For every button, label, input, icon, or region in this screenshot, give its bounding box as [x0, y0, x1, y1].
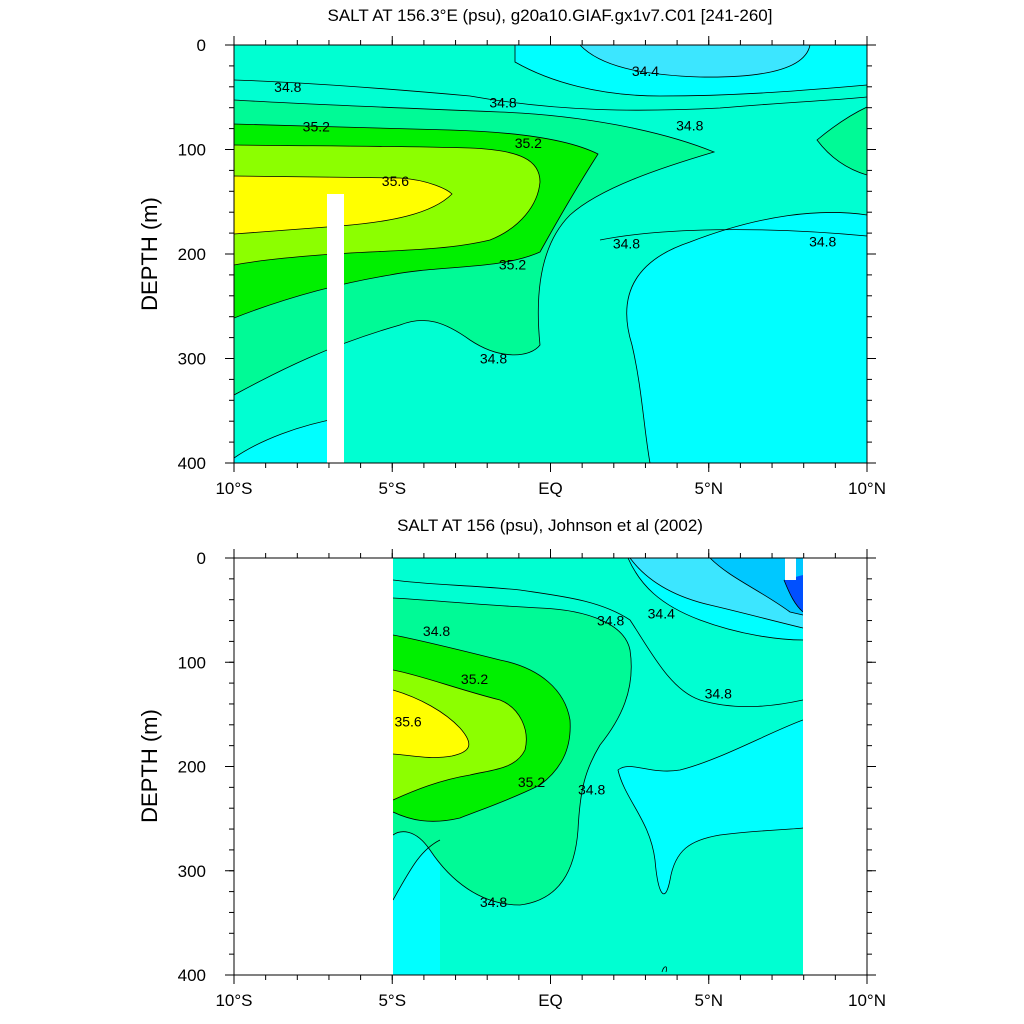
- contour-label: 34.8: [489, 94, 516, 110]
- contour-label: 35.6: [394, 714, 421, 730]
- x-tick-label: 10°N: [848, 479, 886, 498]
- contour-34.8-top-lower: [599, 229, 867, 241]
- field-35.0-top-east: [817, 107, 867, 175]
- field-34.6-top-deep: [626, 212, 867, 463]
- contour-label: 34.8: [578, 781, 605, 797]
- contour-34.8-top-upper: [234, 79, 867, 111]
- contour-label: 34.8: [597, 613, 624, 629]
- panel-top: SALT AT 156.3°E (psu), g20a10.GIAF.gx1v7…: [137, 6, 886, 498]
- x-tick-label: 5°S: [378, 991, 406, 1010]
- axis-ticks-top: 10°S 5°S EQ 5°N 10°N 0 100 200 300 400: [178, 36, 886, 498]
- contour-label: 34.8: [423, 623, 450, 639]
- y-axis-label-bottom: DEPTH (m): [137, 709, 162, 823]
- contour-34.6-bot: [627, 558, 803, 641]
- contour-label: 34.4: [648, 605, 675, 621]
- y-axis-label-top: DEPTH (m): [137, 197, 162, 311]
- y-tick-label: 200: [178, 245, 206, 264]
- y-tick-label: 400: [178, 454, 206, 473]
- field-34.4-top: [580, 45, 810, 78]
- x-tick-label: 10°S: [215, 991, 252, 1010]
- x-tick-label: 5°N: [694, 991, 723, 1010]
- contour-label: 34.8: [480, 351, 507, 367]
- contour-34.6-bot-deep: [617, 719, 803, 895]
- contour-34.8-bot-tiny: [661, 966, 667, 973]
- y-tick-label: 200: [178, 758, 206, 777]
- missing-data-column: [327, 194, 344, 463]
- contour-34.4-top: [579, 45, 811, 78]
- contour-34.2-bot: [709, 558, 803, 616]
- x-tick-label: EQ: [538, 479, 563, 498]
- contour-34.4-bot: [629, 558, 803, 629]
- field-34.6-bot-deep: [618, 720, 803, 894]
- field-34.6-top-sw: [234, 418, 340, 463]
- contour-label: 34.4: [632, 63, 659, 79]
- x-tick-label: 5°N: [694, 479, 723, 498]
- panel-bottom-title: SALT AT 156 (psu), Johnson et al (2002): [397, 516, 703, 535]
- contour-label: 35.2: [303, 119, 330, 135]
- contour-label: 35.2: [518, 774, 545, 790]
- field-34.0-bot: [784, 575, 803, 612]
- y-tick-label: 300: [178, 350, 206, 369]
- contour-35.2-top: [234, 123, 599, 319]
- contour-34.0-bot: [783, 579, 803, 613]
- contour-label: 34.8: [480, 894, 507, 910]
- contour-label: 35.2: [515, 135, 542, 151]
- y-tick-label: 0: [197, 549, 206, 568]
- contour-35.4-top: [234, 144, 541, 266]
- contour-35.4-bot: [393, 669, 527, 801]
- contour-label: 35.2: [499, 256, 526, 272]
- x-tick-label: 10°S: [215, 479, 252, 498]
- contour-34.6-top-deep: [626, 212, 867, 463]
- contour-34.6-bot-sw: [393, 839, 441, 901]
- contour-label: 35.6: [382, 173, 409, 189]
- contour-35.0-top-east: [816, 106, 867, 176]
- panel-bottom: SALT AT 156 (psu), Johnson et al (2002): [137, 516, 886, 1010]
- contour-34.8-bot-upper: [393, 579, 803, 707]
- y-tick-label: 300: [178, 862, 206, 881]
- y-tick-label: 0: [197, 36, 206, 55]
- contour-34.6-top-upper: [514, 45, 867, 97]
- contour-35.6-bot: [393, 689, 470, 758]
- y-tick-label: 100: [178, 653, 206, 672]
- contour-35.0-top: [234, 99, 716, 396]
- x-tick-label: 10°N: [848, 991, 886, 1010]
- contour-labels-top: 34.4 34.8 34.8 34.8 35.2 35.2 35.6 34.8 34.8 35.2…: [274, 63, 836, 366]
- y-tick-label: 100: [178, 141, 206, 160]
- field-34.2-bot: [710, 558, 803, 615]
- contour-35.6-top: [234, 175, 453, 235]
- panel-top-title: SALT AT 156.3°E (psu), g20a10.GIAF.gx1v7…: [328, 6, 773, 25]
- panel-bottom-fields: [393, 558, 803, 975]
- contour-labels-bottom: 34.8 34.8 34.4 35.2 34.8 35.6 35.2 34.8 34.8: [394, 605, 732, 910]
- contour-label: 34.8: [809, 233, 836, 249]
- field-34.6-bot-sw: [393, 840, 440, 975]
- contour-label: 34.8: [676, 117, 703, 133]
- contour-label: 34.8: [274, 79, 301, 95]
- axis-ticks-bottom: 10°S 5°S EQ 5°N 10°N 0 100 200 300 400: [178, 549, 886, 1010]
- x-tick-label: EQ: [538, 991, 563, 1010]
- x-tick-label: 5°S: [378, 479, 406, 498]
- y-tick-label: 400: [178, 966, 206, 985]
- missing-data-notch: [785, 558, 796, 580]
- contour-35.2-bot: [393, 634, 571, 822]
- contour-label: 35.2: [461, 671, 488, 687]
- field-35.6-bot: [393, 690, 469, 758]
- contour-label: 34.8: [613, 236, 640, 252]
- panel-top-fields: [234, 45, 867, 463]
- contour-35.0-bot: [393, 597, 632, 906]
- contour-label: 34.8: [705, 686, 732, 702]
